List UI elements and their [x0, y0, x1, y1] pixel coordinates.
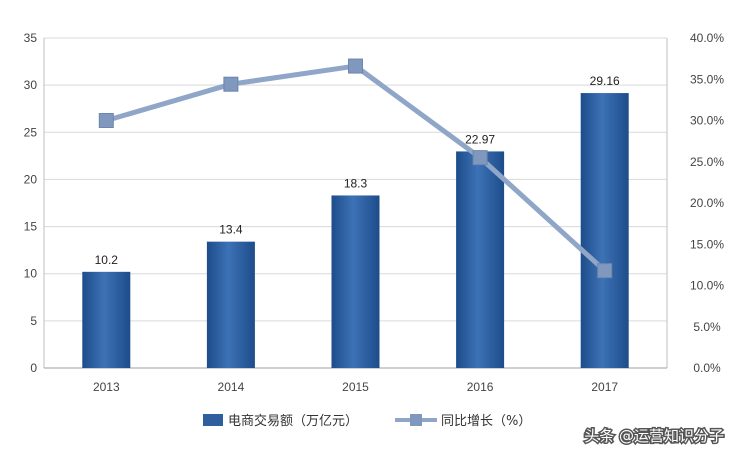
left-axis-ticks: 0 5 10 15 20 25 30 35	[24, 31, 38, 375]
right-tick-label: 25.0%	[690, 155, 724, 169]
legend-line-label: 同比增长（%）	[441, 414, 531, 429]
x-tick-label: 2015	[342, 380, 369, 394]
bar	[82, 271, 131, 368]
growth-point-marker	[98, 113, 114, 128]
right-tick-label: 35.0%	[690, 72, 724, 86]
legend: 电商交易额（万亿元） 同比增长（%）	[203, 413, 531, 429]
publisher-watermark: 头条 @运营知识分子	[584, 427, 724, 445]
bars	[82, 93, 629, 368]
growth-point-marker	[597, 263, 613, 279]
growth-point-marker	[223, 76, 239, 92]
bar-data-label: 10.2	[95, 253, 119, 267]
right-tick-label: 5.0%	[693, 320, 721, 334]
legend-bar-swatch	[203, 414, 223, 426]
bar-data-label: 18.3	[344, 176, 368, 190]
right-tick-label: 0.0%	[693, 361, 721, 375]
right-tick-label: 15.0%	[690, 237, 724, 251]
bar-data-label: 13.4	[219, 223, 243, 237]
x-tick-label: 2017	[591, 380, 618, 394]
right-tick-label: 10.0%	[690, 279, 724, 293]
left-tick-label: 5	[30, 314, 37, 328]
x-tick-label: 2016	[467, 380, 494, 394]
left-tick-label: 25	[24, 125, 38, 139]
right-tick-label: 40.0%	[690, 31, 724, 45]
left-tick-label: 10	[24, 267, 38, 281]
bar-data-label: 22.97	[465, 132, 495, 146]
left-tick-label: 15	[24, 220, 38, 234]
left-tick-label: 20	[24, 172, 38, 186]
bar-data-label: 29.16	[590, 74, 620, 88]
legend-bar-label: 电商交易额（万亿元）	[228, 413, 358, 429]
x-axis-ticks: 2013 2014 2015 2016 2017	[93, 380, 618, 394]
bar-labels: 10.2 13.4 18.3 22.97 29.16	[95, 74, 620, 267]
growth-point-marker	[348, 58, 363, 74]
bar	[456, 151, 505, 368]
x-tick-label: 2013	[93, 380, 120, 394]
bar	[331, 195, 380, 368]
x-tick-label: 2014	[218, 380, 245, 394]
left-tick-label: 35	[24, 31, 38, 45]
growth-point-marker	[472, 150, 488, 166]
right-axis-ticks: 0.0% 5.0% 10.0% 15.0% 20.0% 25.0% 30.0% 35.0% 40…	[690, 31, 724, 375]
left-tick-label: 0	[30, 361, 37, 375]
right-tick-label: 30.0%	[690, 114, 724, 128]
bar	[206, 241, 255, 368]
growth-line-series	[98, 58, 613, 279]
legend-line-marker	[410, 414, 422, 426]
right-tick-label: 20.0%	[690, 196, 724, 210]
bar	[580, 93, 629, 368]
left-tick-label: 30	[24, 78, 38, 92]
